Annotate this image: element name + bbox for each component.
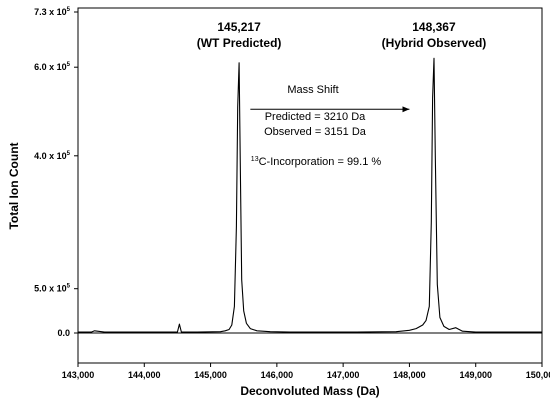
y-tick-label-base: 7.3 x 10 [34, 7, 67, 17]
y-tick-label-exponent: 5 [67, 151, 71, 157]
y-tick-label: 7.3 x 105 [34, 7, 71, 17]
series-group [78, 57, 542, 333]
x-tick-label: 147,000 [327, 370, 360, 380]
y-tick-label-exponent: 5 [67, 7, 71, 13]
y-tick-label: 6.0 x 105 [34, 62, 71, 72]
y-axis-label: Total Ion Count [7, 142, 21, 229]
incorporation-text: C-Incorporation = 99.1 % [259, 156, 382, 168]
y-tick-label-base: 0.0 [57, 328, 70, 338]
observed-annotation: Observed = 3151 Da [264, 126, 367, 138]
y-tick-label-exponent: 5 [67, 284, 71, 290]
predicted-annotation: Predicted = 3210 Da [265, 111, 366, 123]
x-tick-label: 143,000 [62, 370, 95, 380]
y-tick-label-base: 6.0 x 10 [34, 62, 67, 72]
x-axis-label: Deconvoluted Mass (Da) [240, 384, 379, 398]
x-tick-label: 146,000 [261, 370, 294, 380]
x-tick-label: 149,000 [459, 370, 492, 380]
spectrum-line [78, 57, 542, 333]
x-tick-label: 150,000 [526, 370, 550, 380]
incorporation-annotation: 13C-Incorporation = 99.1 % [251, 156, 382, 168]
peak-mass-label: 148,367 [412, 20, 456, 34]
y-tick-label-exponent: 5 [67, 62, 71, 68]
plot-frame [77, 7, 543, 364]
incorporation-superscript: 13 [251, 156, 259, 163]
x-tick-label: 144,000 [128, 370, 161, 380]
y-tick-label-base: 4.0 x 10 [34, 151, 67, 161]
y-tick-label: 4.0 x 105 [34, 151, 71, 161]
mass-shift-label: Mass Shift [287, 84, 338, 96]
x-tick-label: 148,000 [393, 370, 426, 380]
peak-name-label: (WT Predicted) [197, 36, 282, 50]
peak-mass-label: 145,217 [217, 20, 261, 34]
y-tick-label: 0.0 [57, 328, 70, 338]
peak-name-label: (Hybrid Observed) [382, 36, 487, 50]
y-tick-label: 5.0 x 105 [34, 284, 71, 294]
peak-labels: 145,217 (WT Predicted) 148,367 (Hybrid Obse… [197, 20, 487, 50]
x-axis-ticks: 143,000 144,000 145,000 146,000 147,000 148,0… [62, 363, 550, 380]
x-tick-label: 145,000 [194, 370, 227, 380]
y-tick-label-base: 5.0 x 10 [34, 284, 67, 294]
